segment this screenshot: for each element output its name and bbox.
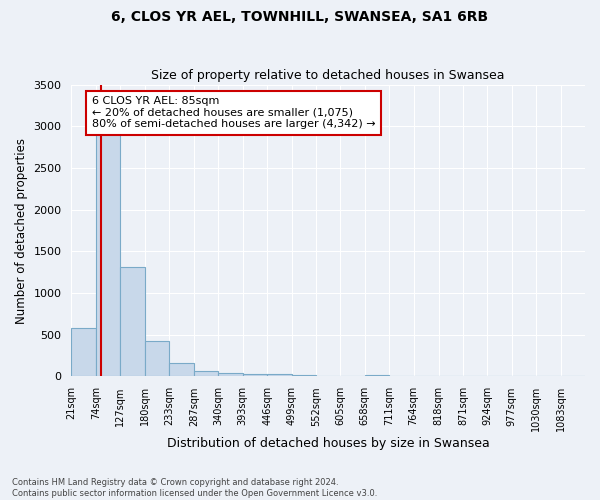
Text: 6 CLOS YR AEL: 85sqm
← 20% of detached houses are smaller (1,075)
80% of semi-de: 6 CLOS YR AEL: 85sqm ← 20% of detached h… (92, 96, 376, 130)
Bar (120, 267, 145, 376)
Bar (243, 374, 267, 376)
Bar (145, 342, 169, 376)
Bar (292, 375, 316, 376)
Text: Contains HM Land Registry data © Crown copyright and database right 2024.
Contai: Contains HM Land Registry data © Crown c… (12, 478, 377, 498)
Bar (96, 133, 120, 376)
X-axis label: Distribution of detached houses by size in Swansea: Distribution of detached houses by size … (167, 437, 490, 450)
Bar (365, 375, 389, 376)
Bar (169, 362, 194, 376)
Bar (267, 374, 292, 376)
Bar (194, 370, 218, 376)
Title: Size of property relative to detached houses in Swansea: Size of property relative to detached ho… (151, 69, 505, 82)
Text: 6, CLOS YR AEL, TOWNHILL, SWANSEA, SA1 6RB: 6, CLOS YR AEL, TOWNHILL, SWANSEA, SA1 6… (112, 10, 488, 24)
Bar (71, 328, 96, 376)
Bar (218, 372, 243, 376)
Y-axis label: Number of detached properties: Number of detached properties (15, 138, 28, 324)
